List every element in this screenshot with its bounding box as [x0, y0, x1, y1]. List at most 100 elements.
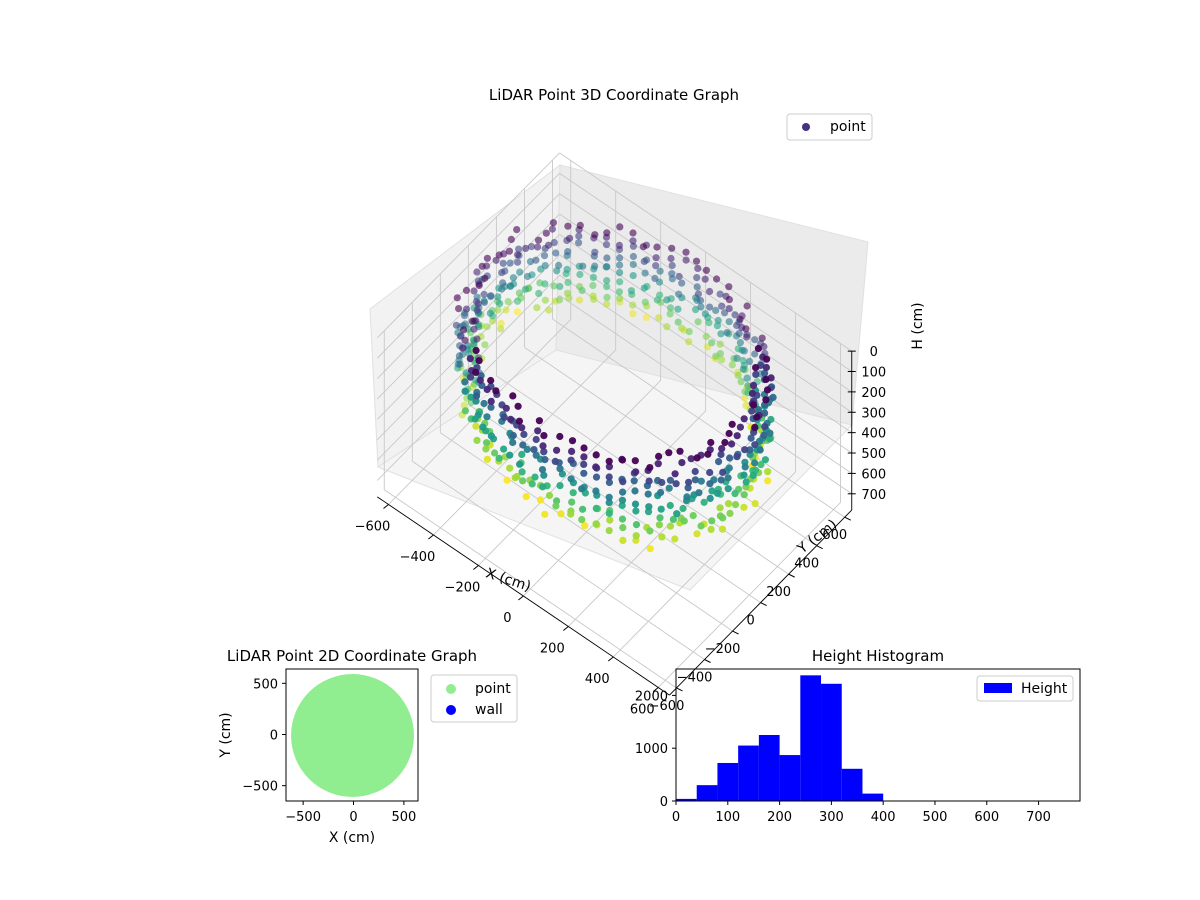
grid-line [524, 347, 817, 547]
plot-2d-frame [285, 668, 419, 802]
data-point [629, 301, 637, 309]
data-point [693, 530, 701, 538]
data-point [497, 325, 505, 333]
data-point [748, 389, 757, 398]
data-point [719, 468, 727, 476]
data-point [509, 392, 517, 400]
x-tick-label-hist: 500 [923, 810, 948, 825]
x-axis-label-2d: X (cm) [329, 830, 375, 846]
data-point [516, 268, 524, 276]
data-point [666, 304, 675, 312]
y-tick [816, 545, 823, 550]
grid-line [496, 375, 789, 575]
data-point [651, 274, 659, 282]
x-tick-label-hist: 700 [1026, 810, 1051, 825]
data-point [631, 500, 640, 508]
data-point [694, 264, 702, 272]
grid-line [376, 274, 560, 461]
data-point [545, 306, 553, 314]
data-point [502, 404, 510, 412]
data-point [718, 445, 726, 453]
y-tick [732, 630, 739, 635]
data-point [713, 322, 722, 330]
data-point [725, 296, 734, 304]
y-tick-label-hist: 2000 [635, 689, 668, 704]
data-point [733, 354, 741, 362]
axes-2d: −500 −500 0 0 500 500 [242, 677, 416, 825]
data-point [535, 417, 544, 425]
data-point [483, 385, 491, 394]
data-point [460, 326, 468, 334]
data-point [551, 457, 559, 465]
y-tick-label-3d: 200 [766, 585, 791, 600]
data-point [666, 476, 675, 484]
data-point [540, 252, 549, 260]
data-point [556, 482, 564, 490]
data-point [644, 490, 652, 498]
data-point [728, 361, 736, 369]
data-point [646, 527, 654, 535]
data-point [462, 286, 471, 294]
data-point [515, 245, 523, 253]
y-tick [704, 659, 711, 663]
data-point [668, 270, 676, 278]
data-point [499, 279, 507, 287]
data-point [702, 266, 711, 274]
x-tick [518, 595, 524, 601]
data-point [763, 386, 772, 394]
histogram-bar [821, 683, 842, 801]
data-point [616, 261, 624, 269]
data-point [678, 279, 686, 287]
histogram-bar [841, 768, 863, 801]
data-point [511, 474, 519, 482]
data-point [540, 448, 548, 456]
data-point [545, 241, 553, 249]
data-point [663, 323, 671, 331]
z-tick-label-3d: 700 [861, 488, 886, 503]
data-point [475, 281, 483, 290]
data-point [665, 449, 673, 457]
data-point [693, 454, 701, 462]
data-point [675, 290, 683, 298]
x-tick-label-3d: −200 [445, 580, 481, 595]
data-point [693, 274, 701, 282]
data-point [605, 463, 614, 471]
y-tick [760, 602, 767, 607]
data-point [717, 450, 725, 459]
data-point [578, 516, 586, 524]
data-point [603, 254, 611, 262]
data-point [483, 254, 491, 262]
y-tick-label-hist: 1000 [635, 742, 668, 757]
data-point [580, 453, 588, 461]
data-point [682, 248, 690, 256]
data-point [475, 357, 483, 365]
data-point [495, 251, 503, 259]
data-point [532, 256, 540, 264]
legend-2d: point wall [430, 674, 518, 723]
data-point [758, 334, 766, 342]
data-point [719, 514, 727, 522]
data-point [455, 305, 463, 313]
histogram-legend-swatch [984, 683, 1012, 693]
z-tick-label-3d: 0 [870, 345, 878, 360]
data-point [663, 296, 671, 304]
data-point [592, 504, 600, 512]
data-point [725, 283, 733, 291]
x-tick-label-hist: 300 [819, 810, 844, 825]
legend-2d-point-marker [446, 684, 456, 694]
data-point [513, 308, 522, 316]
data-point [550, 282, 558, 290]
data-point [533, 304, 541, 312]
data-point [579, 505, 587, 513]
data-point [461, 378, 469, 386]
z-axis-label-3d: H (cm) [910, 302, 926, 349]
data-point [541, 456, 549, 464]
data-point [652, 254, 660, 262]
data-point [752, 370, 760, 378]
data-point [471, 415, 479, 423]
data-point [568, 498, 576, 506]
data-point [468, 317, 476, 325]
data-point [506, 282, 514, 290]
data-point [581, 522, 589, 530]
histogram-frame [675, 668, 1081, 802]
